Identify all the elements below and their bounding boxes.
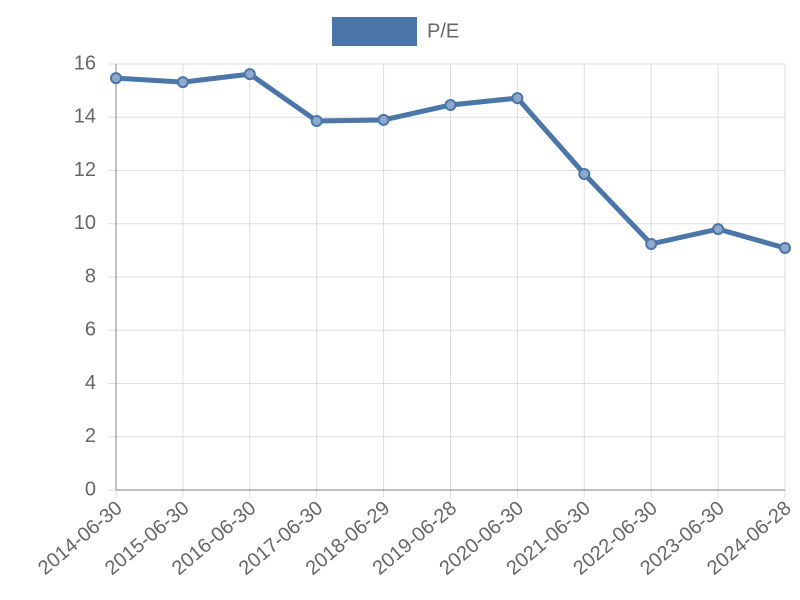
legend-label: P/E <box>427 20 459 42</box>
legend-swatch <box>332 17 417 46</box>
data-point <box>444 99 457 112</box>
y-tick-label: 6 <box>85 319 96 341</box>
data-point <box>377 113 390 126</box>
data-point <box>578 167 591 180</box>
y-tick-label: 0 <box>85 478 96 500</box>
data-point <box>779 241 791 254</box>
data-point <box>645 237 658 250</box>
y-tick-label: 4 <box>85 372 96 394</box>
data-point <box>110 72 122 85</box>
y-tick-label: 16 <box>74 52 96 74</box>
data-point <box>243 68 256 81</box>
data-point <box>712 223 725 236</box>
y-tick-label: 14 <box>74 106 96 128</box>
y-tick-label: 2 <box>85 425 96 447</box>
data-point <box>310 114 323 127</box>
y-tick-label: 10 <box>74 212 96 234</box>
y-tick-label: 8 <box>85 265 96 287</box>
data-point <box>511 92 524 105</box>
y-tick-label: 12 <box>74 159 96 181</box>
data-point <box>176 76 189 89</box>
